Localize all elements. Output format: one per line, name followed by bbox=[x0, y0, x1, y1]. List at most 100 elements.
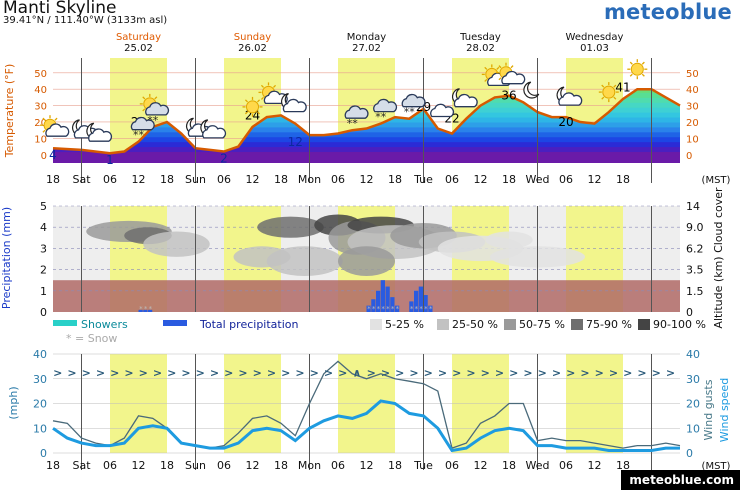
snow-marker: * bbox=[424, 305, 428, 313]
temp-value-label: 41 bbox=[615, 81, 630, 95]
snow-marker: * bbox=[410, 305, 414, 313]
wind-direction-arrow: > bbox=[595, 366, 604, 379]
time-tick-label: 18 bbox=[274, 173, 288, 186]
cloud-body bbox=[344, 105, 369, 119]
wind-direction-arrow: > bbox=[552, 366, 561, 379]
precip-bar bbox=[390, 297, 395, 312]
wind-ytick-left: 0 bbox=[40, 447, 47, 460]
temp-ytick-right: 40 bbox=[686, 85, 699, 96]
wind-direction-arrow: > bbox=[224, 366, 233, 379]
sun-ray bbox=[613, 96, 617, 100]
temp-band bbox=[53, 136, 680, 143]
wind-direction-arrow: > bbox=[438, 366, 447, 379]
temp-value-label: 36 bbox=[501, 89, 516, 103]
snow-marker: * bbox=[149, 305, 153, 313]
legend-cloud-label: 50-75 % bbox=[519, 318, 565, 331]
altitude-ytick: 14 bbox=[686, 200, 700, 213]
altitude-ytick: 6.2 bbox=[686, 242, 704, 255]
location-title: Manti Skyline bbox=[3, 0, 117, 18]
cloud-shape bbox=[558, 92, 583, 106]
sun-ray bbox=[142, 108, 146, 112]
sun-ray bbox=[54, 117, 58, 121]
precip-bar bbox=[414, 290, 419, 312]
wind-direction-arrow: > bbox=[67, 366, 76, 379]
snow-cloud-icon: ** bbox=[373, 98, 398, 124]
sun-ray bbox=[42, 129, 46, 133]
time-tick-label: 18 bbox=[502, 459, 516, 472]
moon-cloud-icon bbox=[200, 119, 227, 139]
precip-axis-label: Precipitation (mm) bbox=[0, 207, 13, 309]
legend-cloud-label: 25-50 % bbox=[452, 318, 498, 331]
wind-direction-arrow: > bbox=[110, 366, 119, 379]
cloud-shape bbox=[282, 98, 307, 113]
time-tick-label: 06 bbox=[103, 459, 117, 472]
wind-direction-arrow: > bbox=[238, 366, 247, 379]
precip-ytick: 3 bbox=[40, 242, 47, 255]
legend-cloud-label: 5-25 % bbox=[385, 318, 424, 331]
time-tick-label: 06 bbox=[217, 173, 231, 186]
sun-ray bbox=[142, 96, 146, 100]
legend-cloud-swatch bbox=[638, 319, 650, 330]
snow-marker: * bbox=[391, 305, 395, 313]
precip-bar bbox=[428, 305, 433, 312]
time-tick-label: Mon bbox=[298, 173, 321, 186]
time-unit-label: (MST) bbox=[702, 461, 731, 472]
precip-ytick: 0 bbox=[40, 306, 47, 319]
precip-bar bbox=[423, 295, 428, 312]
wind-gust-axis-label: Wind gusts bbox=[702, 379, 715, 440]
temp-value-label: 1 bbox=[106, 153, 114, 167]
precip-ytick: 2 bbox=[40, 264, 47, 277]
wind-panel: 0 0 10 10 20 20 30 30 40 40 > > > > > > > > > > > > > > > > > > > > > ∧… bbox=[7, 348, 731, 472]
altitude-ytick: 3.5 bbox=[686, 264, 704, 277]
moon-cloud-icon bbox=[452, 88, 478, 108]
time-tick-label: 12 bbox=[360, 173, 374, 186]
wind-speed-line bbox=[52, 399, 680, 453]
snow-marker: * bbox=[367, 305, 371, 313]
footer-logo[interactable]: meteoblue.com bbox=[621, 470, 740, 490]
sun-ray bbox=[641, 73, 645, 77]
cloud-shape bbox=[130, 116, 155, 131]
precip-ytick: 1 bbox=[40, 285, 47, 298]
cloud-body bbox=[145, 102, 170, 116]
day-label: Wednesday 01.03 bbox=[555, 32, 635, 54]
cloud-body bbox=[282, 98, 307, 113]
precip-ytick: 5 bbox=[40, 200, 47, 213]
time-tick-label: Sun bbox=[185, 173, 206, 186]
time-tick-label: 18 bbox=[502, 173, 516, 186]
temp-band bbox=[53, 131, 680, 138]
time-tick-label: Tue bbox=[413, 173, 433, 186]
time-tick-label: 12 bbox=[246, 459, 260, 472]
temp-ytick-right: 30 bbox=[686, 102, 699, 113]
location-coordinates: 39.41°N / 111.40°W (3133m asl) bbox=[3, 15, 168, 26]
altitude-ytick: 9.0 bbox=[686, 221, 704, 234]
wind-ytick-left: 20 bbox=[33, 398, 47, 411]
altitude-ytick: 1.5 bbox=[686, 285, 704, 298]
wind-ytick-right: 20 bbox=[686, 398, 700, 411]
altitude-axis-label: Altitude (km) Cloud cover bbox=[712, 187, 725, 329]
wind-direction-arrow: > bbox=[466, 366, 475, 379]
sun-ray bbox=[641, 61, 645, 65]
meteoblue-logo[interactable]: meteoblue bbox=[603, 0, 732, 24]
time-tick-label: 12 bbox=[474, 459, 488, 472]
sun-ray bbox=[154, 96, 158, 100]
sun-ray bbox=[256, 99, 261, 103]
snow-marker: * bbox=[429, 305, 433, 313]
cloud-body bbox=[558, 92, 583, 106]
legend-cloud-swatch bbox=[370, 319, 382, 330]
precip-bar bbox=[138, 309, 143, 312]
snow-marker: * bbox=[144, 305, 148, 313]
wind-direction-arrow: > bbox=[381, 366, 390, 379]
wind-direction-arrow: > bbox=[623, 366, 632, 379]
cloud-cover-patch bbox=[338, 246, 395, 276]
day-name: Tuesday bbox=[460, 32, 501, 43]
wind-direction-arrow: > bbox=[53, 366, 62, 379]
footer-logo-text: meteoblue bbox=[629, 473, 702, 487]
day-name: Sunday bbox=[233, 32, 272, 43]
snow-cloud-icon: ** bbox=[344, 105, 369, 130]
sun-ray bbox=[510, 65, 514, 69]
sun-ray bbox=[42, 117, 46, 121]
sun-ray bbox=[601, 96, 605, 100]
sun-disc bbox=[246, 100, 259, 114]
wind-direction-arrow: > bbox=[424, 366, 433, 379]
snow-marker: * bbox=[386, 305, 390, 313]
